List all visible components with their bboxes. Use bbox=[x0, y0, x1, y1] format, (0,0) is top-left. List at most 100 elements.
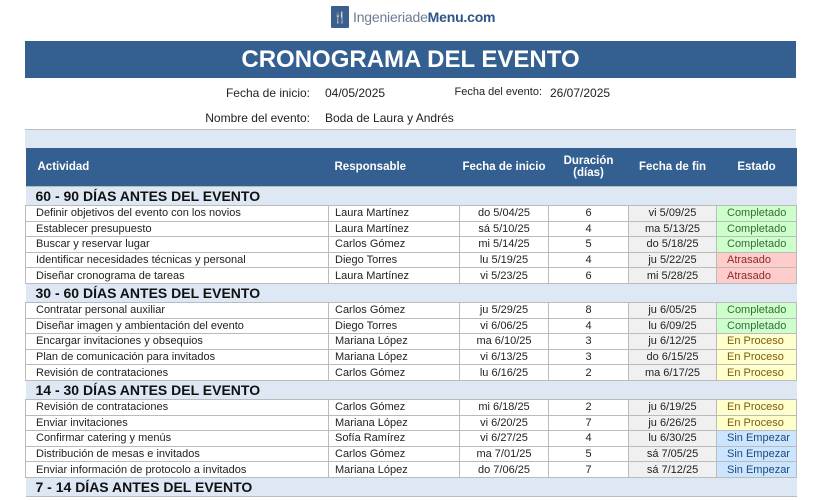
status-badge[interactable]: En Proceso bbox=[716, 414, 797, 432]
responsible-cell[interactable]: Carlos Gómez bbox=[328, 236, 460, 253]
activity-cell[interactable]: Establecer presupuesto bbox=[25, 220, 329, 238]
activity-cell[interactable]: Distribución de mesas e invitados bbox=[25, 445, 329, 463]
responsible-cell[interactable]: Diego Torres bbox=[328, 317, 460, 335]
event-name-label: Nombre del evento: bbox=[205, 111, 310, 125]
status-badge[interactable]: Completado bbox=[716, 301, 797, 319]
activity-cell[interactable]: Diseñar imagen y ambientación del evento bbox=[25, 317, 329, 335]
status-badge[interactable]: En Proceso bbox=[716, 348, 797, 366]
start-date-cell[interactable]: vi 5/23/25 bbox=[459, 267, 549, 284]
duration-cell[interactable]: 2 bbox=[548, 364, 629, 381]
start-date-cell[interactable]: lu 6/16/25 bbox=[459, 364, 549, 381]
activity-cell[interactable]: Contratar personal auxiliar bbox=[25, 301, 329, 319]
end-date-cell[interactable]: ju 5/22/25 bbox=[628, 251, 717, 269]
start-date-cell[interactable]: mi 5/14/25 bbox=[459, 236, 549, 253]
activity-cell[interactable]: Confirmar catering y menús bbox=[25, 430, 329, 447]
activity-cell[interactable]: Identificar necesidades técnicas y perso… bbox=[25, 251, 329, 269]
status-badge[interactable]: Atrasado bbox=[716, 251, 797, 269]
activity-cell[interactable]: Enviar información de protocolo a invita… bbox=[25, 461, 329, 478]
table-row: Identificar necesidades técnicas y perso… bbox=[25, 251, 797, 269]
responsible-cell[interactable]: Mariana López bbox=[328, 461, 460, 478]
duration-cell[interactable]: 6 bbox=[548, 205, 629, 222]
responsible-cell[interactable]: Laura Martínez bbox=[328, 205, 460, 222]
responsible-cell[interactable]: Carlos Gómez bbox=[328, 364, 460, 381]
end-date-cell[interactable]: ju 6/12/25 bbox=[628, 333, 717, 350]
end-date-cell[interactable]: ma 5/13/25 bbox=[628, 220, 717, 238]
status-badge[interactable]: En Proceso bbox=[716, 333, 797, 350]
start-date-cell[interactable]: lu 5/19/25 bbox=[459, 251, 549, 269]
duration-cell[interactable]: 7 bbox=[548, 461, 629, 478]
responsible-cell[interactable]: Laura Martínez bbox=[328, 267, 460, 284]
status-badge[interactable]: Completado bbox=[716, 205, 797, 222]
start-date-cell[interactable]: do 5/04/25 bbox=[459, 205, 549, 222]
responsible-cell[interactable]: Mariana López bbox=[328, 333, 460, 350]
start-date-cell[interactable]: do 7/06/25 bbox=[459, 461, 549, 478]
activity-cell[interactable]: Definir objetivos del evento con los nov… bbox=[25, 205, 329, 222]
status-badge[interactable]: Sin Empezar bbox=[716, 461, 797, 478]
start-date-cell[interactable]: vi 6/20/25 bbox=[459, 414, 549, 432]
end-date-cell[interactable]: sá 7/05/25 bbox=[628, 445, 717, 463]
status-badge[interactable]: Atrasado bbox=[716, 267, 797, 284]
page-title: CRONOGRAMA DEL EVENTO bbox=[25, 41, 796, 78]
duration-cell[interactable]: 4 bbox=[548, 317, 629, 335]
end-date-cell[interactable]: ju 6/19/25 bbox=[628, 398, 717, 416]
duration-cell[interactable]: 5 bbox=[548, 236, 629, 253]
activity-cell[interactable]: Diseñar cronograma de tareas bbox=[25, 267, 329, 284]
responsible-cell[interactable]: Laura Martínez bbox=[328, 220, 460, 238]
table-row: Enviar información de protocolo a invita… bbox=[25, 461, 797, 478]
end-date-cell[interactable]: do 6/15/25 bbox=[628, 348, 717, 366]
duration-cell[interactable]: 8 bbox=[548, 301, 629, 319]
status-badge[interactable]: En Proceso bbox=[716, 364, 797, 381]
duration-cell[interactable]: 5 bbox=[548, 445, 629, 463]
duration-cell[interactable]: 2 bbox=[548, 398, 629, 416]
end-date-cell[interactable]: do 5/18/25 bbox=[628, 236, 717, 253]
fork-knife-icon: 🍴 bbox=[331, 6, 349, 28]
end-date-cell[interactable]: ju 6/05/25 bbox=[628, 301, 717, 319]
end-date-cell[interactable]: mi 5/28/25 bbox=[628, 267, 717, 284]
start-date-cell[interactable]: mi 6/18/25 bbox=[459, 398, 549, 416]
status-badge[interactable]: Completado bbox=[716, 220, 797, 238]
responsible-cell[interactable]: Mariana López bbox=[328, 414, 460, 432]
table-row: Diseñar imagen y ambientación del evento… bbox=[25, 317, 797, 335]
end-date-cell[interactable]: sá 7/12/25 bbox=[628, 461, 717, 478]
start-date-cell[interactable]: sá 5/10/25 bbox=[459, 220, 549, 238]
start-date-value[interactable]: 04/05/2025 bbox=[325, 86, 386, 100]
start-date-cell[interactable]: ma 7/01/25 bbox=[459, 445, 549, 463]
duration-cell[interactable]: 3 bbox=[548, 348, 629, 366]
event-date-value[interactable]: 26/07/2025 bbox=[550, 86, 611, 100]
activity-cell[interactable]: Revisión de contrataciones bbox=[25, 364, 329, 381]
status-badge[interactable]: Completado bbox=[716, 236, 797, 253]
start-date-cell[interactable]: vi 6/06/25 bbox=[459, 317, 549, 335]
duration-cell[interactable]: 7 bbox=[548, 414, 629, 432]
end-date-cell[interactable]: lu 6/09/25 bbox=[628, 317, 717, 335]
status-badge[interactable]: En Proceso bbox=[716, 398, 797, 416]
start-date-cell[interactable]: ma 6/10/25 bbox=[459, 333, 549, 350]
event-name-value[interactable]: Boda de Laura y Andrés bbox=[325, 111, 454, 125]
responsible-cell[interactable]: Diego Torres bbox=[328, 251, 460, 269]
duration-cell[interactable]: 4 bbox=[548, 430, 629, 447]
activity-cell[interactable]: Plan de comunicación para invitados bbox=[25, 348, 329, 366]
duration-cell[interactable]: 4 bbox=[548, 220, 629, 238]
responsible-cell[interactable]: Sofía Ramírez bbox=[328, 430, 460, 447]
start-date-cell[interactable]: ju 5/29/25 bbox=[459, 301, 549, 319]
duration-cell[interactable]: 3 bbox=[548, 333, 629, 350]
end-date-cell[interactable]: ma 6/17/25 bbox=[628, 364, 717, 381]
responsible-cell[interactable]: Carlos Gómez bbox=[328, 445, 460, 463]
duration-cell[interactable]: 4 bbox=[548, 251, 629, 269]
status-badge[interactable]: Completado bbox=[716, 317, 797, 335]
responsible-cell[interactable]: Carlos Gómez bbox=[328, 398, 460, 416]
activity-cell[interactable]: Revisión de contrataciones bbox=[25, 398, 329, 416]
duration-cell[interactable]: 6 bbox=[548, 267, 629, 284]
responsible-cell[interactable]: Carlos Gómez bbox=[328, 301, 460, 319]
activity-cell[interactable]: Buscar y reservar lugar bbox=[25, 236, 329, 253]
status-badge[interactable]: Sin Empezar bbox=[716, 430, 797, 447]
end-date-cell[interactable]: lu 6/30/25 bbox=[628, 430, 717, 447]
responsible-cell[interactable]: Mariana López bbox=[328, 348, 460, 366]
activity-cell[interactable]: Enviar invitaciones bbox=[25, 414, 329, 432]
activity-cell[interactable]: Encargar invitaciones y obsequios bbox=[25, 333, 329, 350]
end-date-cell[interactable]: ju 6/26/25 bbox=[628, 414, 717, 432]
start-date-cell[interactable]: vi 6/27/25 bbox=[459, 430, 549, 447]
start-date-cell[interactable]: vi 6/13/25 bbox=[459, 348, 549, 366]
status-badge[interactable]: Sin Empezar bbox=[716, 445, 797, 463]
end-date-cell[interactable]: vi 5/09/25 bbox=[628, 205, 717, 222]
section-title: 30 - 60 DÍAS ANTES DEL EVENTO bbox=[25, 282, 797, 303]
